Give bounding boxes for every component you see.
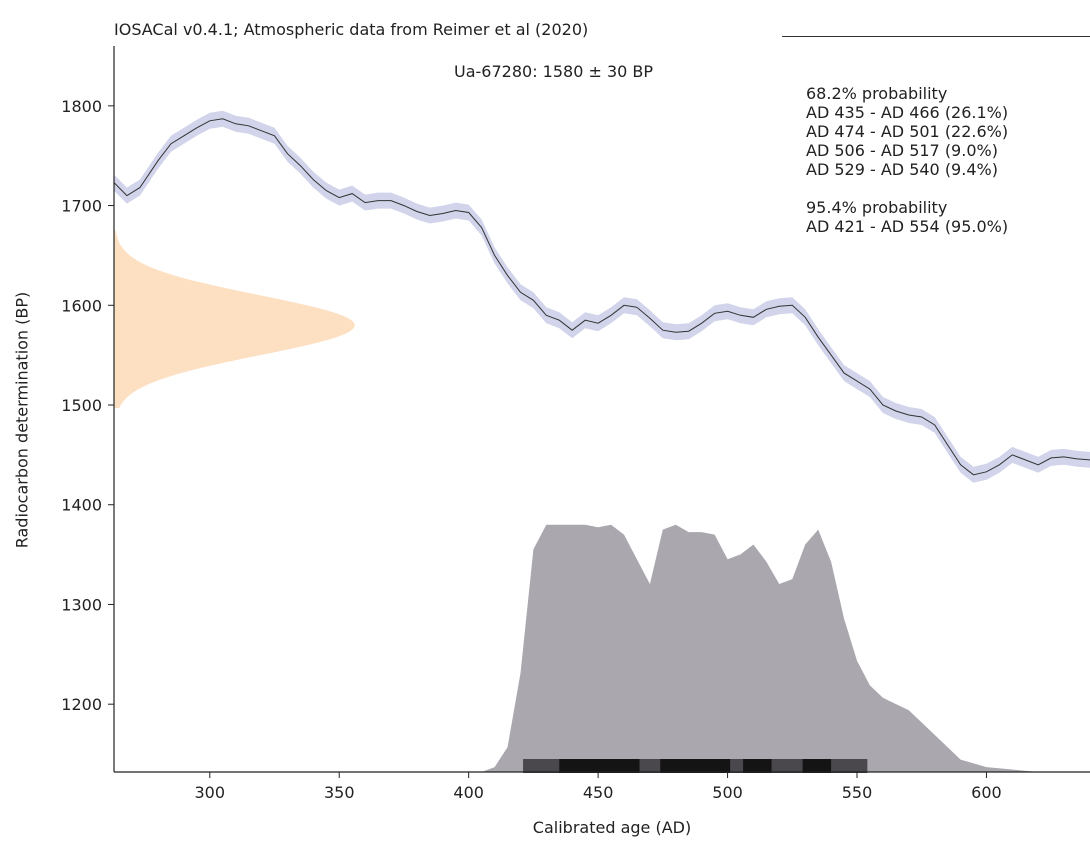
ranges-spacer: [806, 179, 1008, 198]
range-bar-68: [743, 759, 772, 773]
range-bar-68: [802, 759, 832, 773]
radiocarbon-distribution: [114, 230, 355, 409]
y-tick-label: 1600: [61, 296, 102, 315]
title-underline: [782, 36, 1090, 37]
y-tick-label: 1700: [61, 197, 102, 216]
x-tick-label: 300: [195, 783, 226, 802]
x-tick-label: 400: [453, 783, 484, 802]
p68-range-3: AD 506 - AD 517 (9.0%): [806, 141, 998, 160]
calibration-curve-line: [113, 118, 1090, 476]
y-axis-title: Radiocarbon determination (BP): [12, 291, 32, 549]
p68-range-4: AD 529 - AD 540 (9.4%): [806, 160, 998, 179]
p68-range-2: AD 474 - AD 501 (22.6%): [806, 122, 1009, 141]
radiocarbon-distribution-layer: [114, 230, 355, 409]
x-tick-label: 350: [324, 783, 355, 802]
probability-ranges: 68.2% probability AD 435 - AD 466 (26.1%…: [806, 84, 1008, 236]
p95-range-1: AD 421 - AD 554 (95.0%): [806, 217, 1009, 236]
calibration-curve-band: [114, 110, 1090, 483]
calibration-curve-layer: [113, 110, 1090, 483]
p68-range-1: AD 435 - AD 466 (26.1%): [806, 103, 1009, 122]
y-tick-label: 1400: [61, 496, 102, 515]
y-tick-label: 1200: [61, 695, 102, 714]
range-bar-68: [660, 759, 731, 773]
calibrated-distribution-layer: [481, 524, 1039, 772]
x-tick-label: 450: [583, 783, 614, 802]
y-tick-label: 1300: [61, 595, 102, 614]
p95-title: 95.4% probability: [806, 198, 948, 217]
x-tick-label: 500: [712, 783, 743, 802]
range-bar-68: [559, 759, 640, 773]
sample-label: Ua-67280: 1580 ± 30 BP: [454, 62, 654, 81]
chart-title: IOSACal v0.4.1; Atmospheric data from Re…: [114, 20, 589, 39]
x-axis-title: Calibrated age (AD): [532, 818, 692, 837]
y-tick-label: 1800: [61, 97, 102, 116]
p68-title: 68.2% probability: [806, 84, 948, 103]
x-tick-label: 600: [971, 783, 1002, 802]
calibrated-distribution: [481, 524, 1039, 772]
ticks-layer: 300 350 400 450 500 550 600 1200 1300 1400 1500 160…: [61, 97, 1001, 802]
hpd-range-bar-layer: [523, 759, 868, 773]
x-tick-label: 550: [842, 783, 873, 802]
axes-layer: [113, 46, 1090, 773]
y-tick-label: 1500: [61, 396, 102, 415]
